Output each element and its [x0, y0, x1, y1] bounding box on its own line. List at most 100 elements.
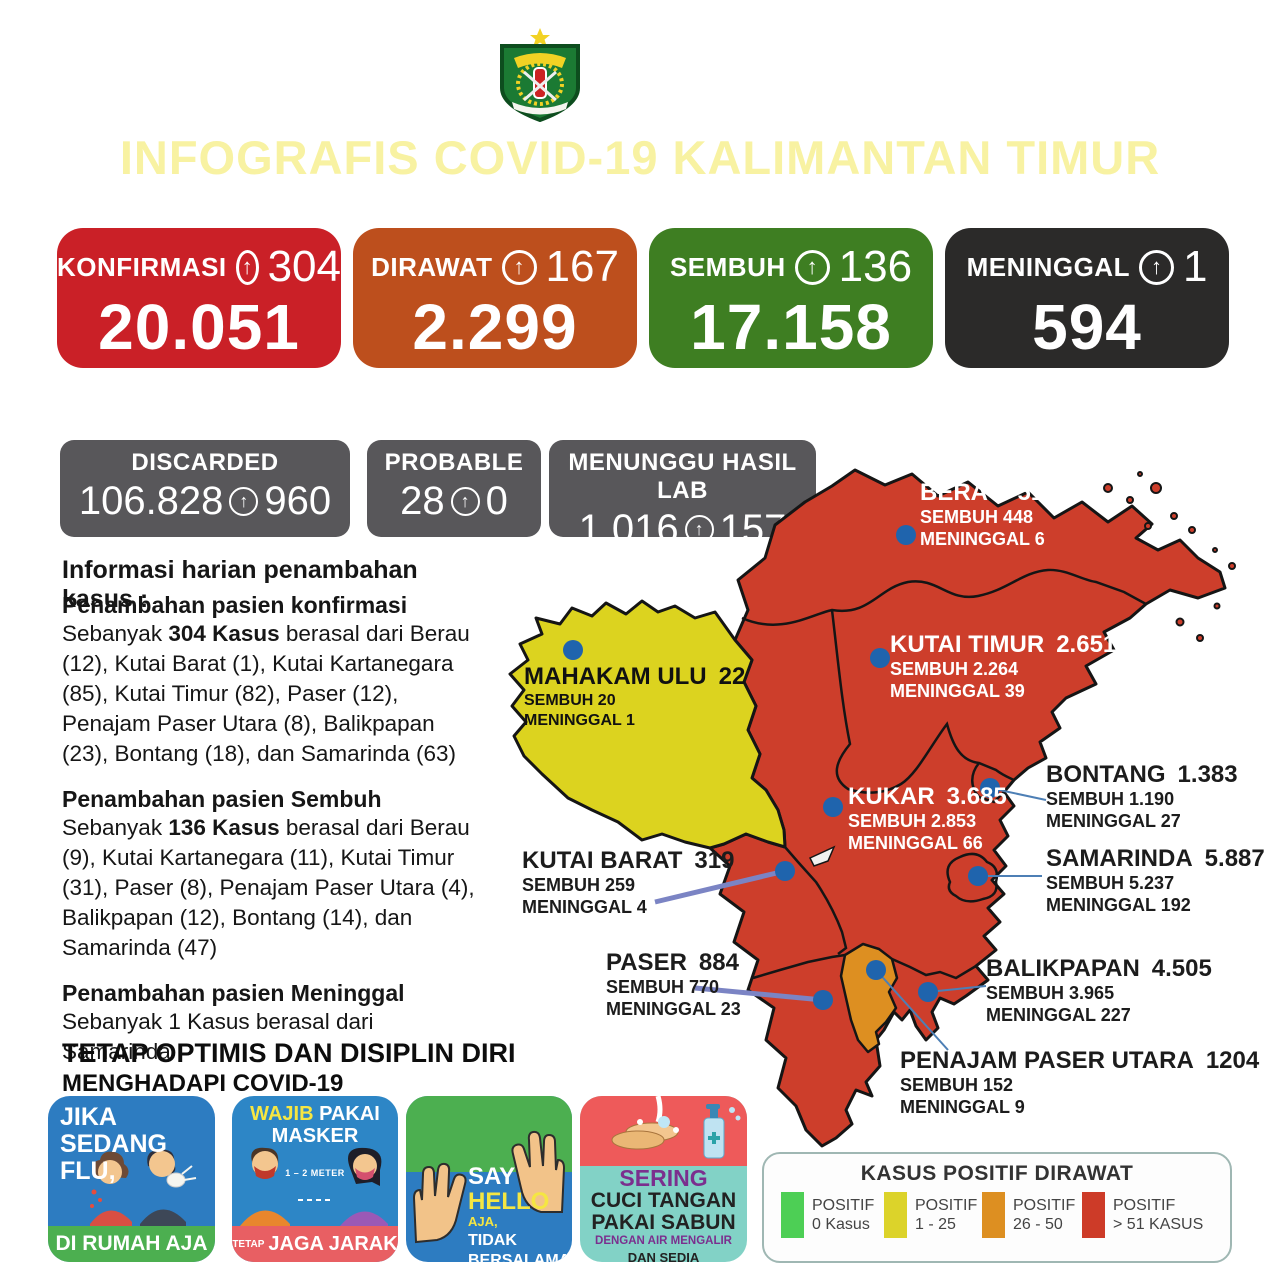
section-paragraph: Sebanyak 136 Kasus berasal dari Berau (9… [62, 815, 475, 960]
map-islands [1103, 471, 1236, 642]
legend-swatch-yellow [884, 1192, 907, 1238]
logo-banner-arc [514, 53, 566, 68]
section-paragraph: Sebanyak 304 Kasus berasal dari Berau (1… [62, 621, 470, 766]
card-probable: PROBABLE 28 ↑ 0 [367, 440, 541, 537]
map-label-balikpapan: BALIKPAPAN 4.505 SEMBUH 3.965 MENINGGAL 2… [986, 955, 1212, 1026]
closing-message: TETAP OPTIMIS DAN DISIPLIN DIRI MENGHADA… [62, 1038, 516, 1097]
dot-kutai-barat [775, 861, 795, 881]
region-mainland-red [708, 468, 1227, 1148]
card-value: 17.158 [690, 291, 892, 363]
increase-icon: ↑ [229, 487, 259, 516]
poster-footer: DI RUMAH AJA [48, 1226, 215, 1262]
map-label-penajam-paser-utara: PENAJAM PASER UTARA 1204 SEMBUH 152 MENIN… [900, 1047, 1260, 1118]
map-label-kutai-barat: KUTAI BARAT 319 SEMBUH 259 MENINGGAL 4 [522, 847, 735, 918]
card-value: 20.051 [98, 291, 300, 363]
legend-item-1: POSITIF 1 - 25 [884, 1192, 977, 1238]
card-meninggal: MENINGGAL ↑ 1 594 [945, 228, 1229, 368]
district-border-berau [741, 568, 1147, 626]
legend-item-2: POSITIF 26 - 50 [982, 1192, 1075, 1238]
handwash-illustration [611, 1096, 741, 1159]
dot-mahakam-ulu [563, 640, 583, 660]
district-border-samarinda [946, 852, 999, 903]
district-border-kutai-barat [784, 846, 848, 955]
suspek-value: 127.923 [461, 392, 574, 427]
poster-say-hello: SAY HELLO AJA, TIDAK BERSALAMAN DULU [406, 1096, 572, 1262]
card-delta: 960 [264, 479, 332, 523]
increase-icon: ↑ [501, 249, 537, 285]
section-title: Penambahan pasien Sembuh [62, 786, 382, 812]
legend-item-0: POSITIF 0 Kasus [781, 1192, 874, 1238]
increase-icon: ↑ [1138, 249, 1174, 285]
logo-mandau-2 [523, 70, 557, 102]
dot-paser [813, 990, 833, 1010]
card-dirawat: DIRAWAT ↑ 167 2.299 [353, 228, 637, 368]
logo-motto-ribbon [512, 102, 568, 115]
dot-samarinda [968, 866, 988, 886]
card-value: 28 [400, 479, 445, 523]
dot-kukar [823, 797, 843, 817]
page-title: INFOGRAFIS COVID-19 KALIMANTAN TIMUR [119, 131, 1161, 184]
dot-kutai-timur [870, 648, 890, 668]
provincial-logo [492, 26, 588, 123]
card-label: DIRAWAT [371, 251, 493, 282]
dot-ppu [866, 960, 886, 980]
increase-icon: ↑ [583, 395, 613, 425]
section-title: Penambahan pasien konfirmasi [62, 592, 408, 618]
legend-swatch-green [781, 1192, 804, 1238]
poster-text: JIKA SEDANG FLU, [60, 1103, 167, 1185]
district-border-bontang [971, 762, 1005, 804]
map-label-berau: BERAU 511 SEMBUH 448 MENINGGAL 6 [920, 479, 1057, 550]
card-delta: 304 [267, 242, 341, 291]
card-menunggu-lab: MENUNGGU HASIL LAB 1.016 ↑ 157 [549, 440, 816, 551]
map-label-mahakam-ulu: MAHAKAM ULU 22 SEMBUH 20 MENINGGAL 1 [524, 663, 746, 729]
card-delta: 136 [838, 242, 913, 291]
card-delta: 1 [1182, 242, 1208, 291]
legend-title: KASUS POSITIF DIRAWAT [860, 1162, 1134, 1185]
poster-wash-hands: SERING CUCI TANGAN PAKAI SABUN DENGAN AI… [580, 1096, 747, 1262]
org-line2: PEMERINTAH PROVINSI [600, 63, 853, 86]
district-border-paser [752, 953, 846, 980]
card-value: 594 [1032, 291, 1142, 363]
card-discarded: DISCARDED 106.828 ↑ 960 [60, 440, 350, 537]
map-label-kutai-timur: KUTAI TIMUR 2.651 SEMBUH 2.264 MENINGGAL … [890, 631, 1117, 702]
map-label-bontang: BONTANG 1.383 SEMBUH 1.190 MENINGGAL 27 [1046, 761, 1238, 832]
card-value: 2.299 [412, 291, 578, 363]
map-city-dots [563, 525, 1000, 1010]
dot-bontang [980, 778, 1000, 798]
update-date: UPDATE, 02 DESEMBER 2020 [457, 188, 823, 216]
legend-swatch-orange [982, 1192, 1005, 1238]
card-label: SEMBUH [669, 251, 786, 282]
card-label: MENINGGAL [966, 251, 1130, 282]
org-title: SATUAN TUGAS C0VID-19 PEMERINTAH PROVINS… [600, 33, 874, 117]
distance-label: 1 – 2 METER [285, 1168, 345, 1178]
shield-logo-icon [500, 28, 580, 123]
info-section-sembuh: Penambahan pasien Sembuh Sebanyak 136 Ka… [62, 786, 482, 963]
masked-people-illustration [240, 1147, 388, 1226]
increase-icon: ↑ [794, 249, 830, 285]
suspek-total: TOTAL KASUS SUSPEK 127.923 ↑ 1421 [60, 392, 730, 428]
star-icon [530, 28, 550, 47]
increase-icon: ↑ [684, 515, 714, 544]
card-value: 106.828 [78, 479, 224, 523]
suspek-label: TOTAL KASUS SUSPEK [98, 392, 452, 427]
suspek-delta: 1421 [622, 392, 692, 427]
poster-text: SAY HELLO AJA, TIDAK BERSALAMAN DULU [468, 1163, 572, 1262]
info-heading: Informasi harian penambahan kasus : [62, 556, 418, 613]
poster-heading: WAJIB PAKAI MASKER [250, 1103, 380, 1147]
legend-swatch-red [1082, 1192, 1105, 1238]
info-section-konfirmasi: Penambahan pasien konfirmasi Sebanyak 30… [62, 592, 482, 769]
sick-people-illustration [90, 1149, 197, 1228]
card-delta: 167 [545, 242, 619, 291]
card-label: DISCARDED [131, 449, 279, 476]
map-label-paser: PASER 884 SEMBUH 770 MENINGGAL 23 [606, 949, 741, 1020]
dot-balikpapan [918, 982, 938, 1002]
region-mahakam-ulu [508, 599, 787, 850]
district-border-balikpapan [891, 957, 977, 980]
poster-footer: TETAP JAGA JARAK [232, 1226, 398, 1262]
map-label-kukar: KUKAR 3.685 SEMBUH 2.853 MENINGGAL 66 [848, 783, 1007, 854]
legend-item-3: POSITIF > 51 KASUS [1082, 1192, 1203, 1238]
org-line3: KALIMANTAN TIMUR [600, 91, 819, 114]
increase-icon: ↑ [450, 487, 480, 516]
card-delta: 0 [485, 479, 508, 523]
card-sembuh: SEMBUH ↑ 136 17.158 [649, 228, 933, 368]
